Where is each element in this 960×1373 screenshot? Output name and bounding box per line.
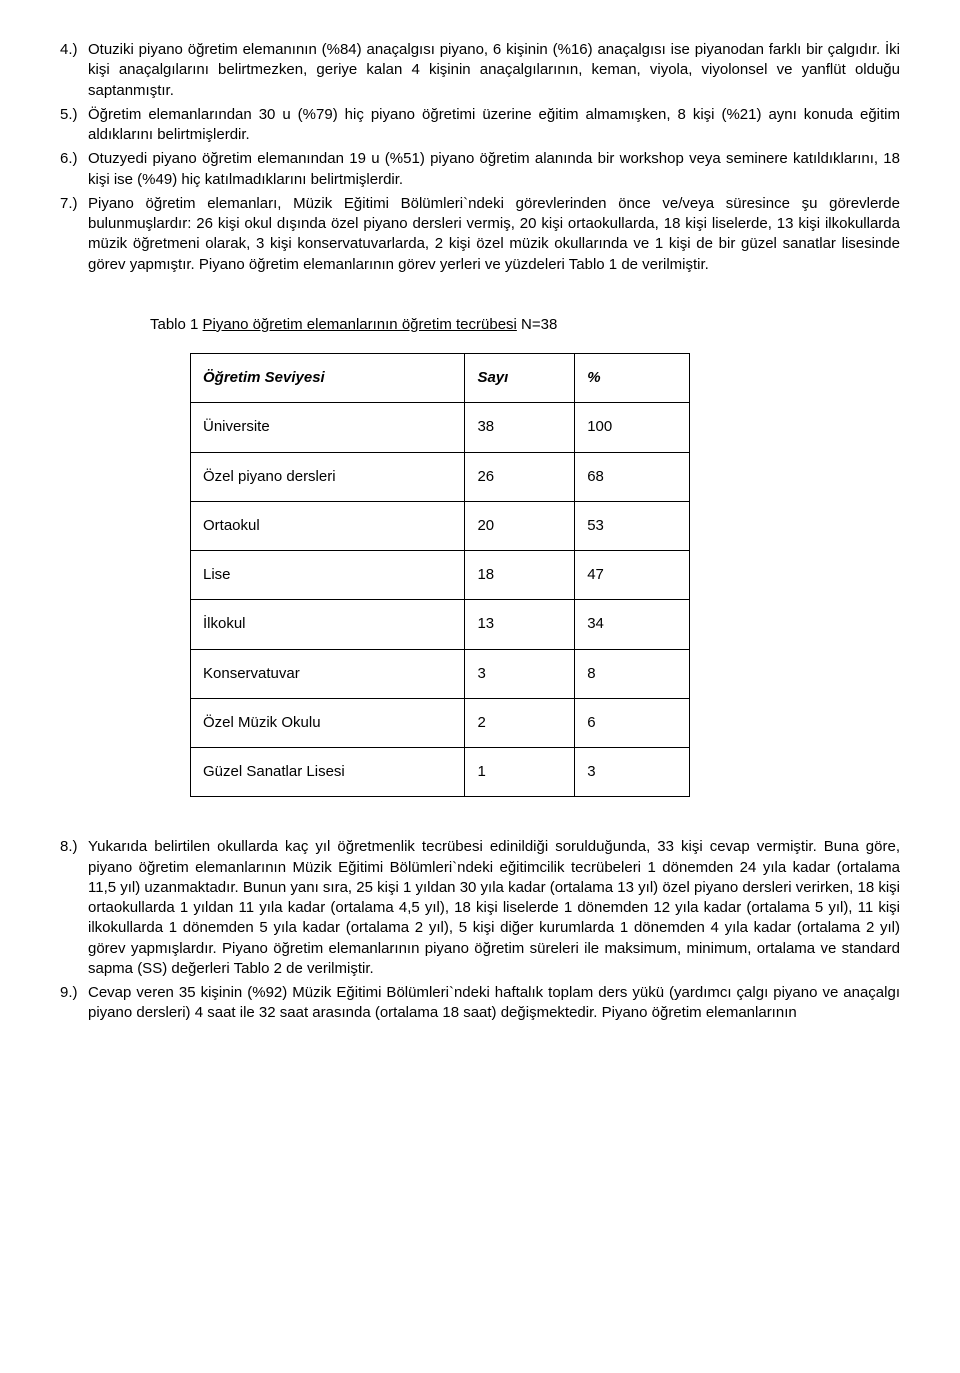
list-item-number: 4.): [60, 40, 88, 101]
table-row: Konservatuvar38: [191, 649, 690, 698]
table-title-suffix: N=38: [517, 316, 557, 333]
table-title-prefix: Tablo 1: [150, 316, 203, 333]
list-item-number: 9.): [60, 983, 88, 1024]
list-item: 8.)Yukarıda belirtilen okullarda kaç yıl…: [60, 837, 900, 979]
cell-level: Özel Müzik Okulu: [191, 698, 465, 747]
cell-level: İlkokul: [191, 600, 465, 649]
cell-count: 18: [465, 551, 575, 600]
cell-level: Konservatuvar: [191, 649, 465, 698]
col-header-count: Sayı: [465, 354, 575, 403]
table-row: Üniversite38100: [191, 403, 690, 452]
table-row: Özel piyano dersleri2668: [191, 452, 690, 501]
list-item-text: Otuziki piyano öğretim elemanının (%84) …: [88, 40, 900, 101]
cell-level: Özel piyano dersleri: [191, 452, 465, 501]
table-row: Güzel Sanatlar Lisesi13: [191, 748, 690, 797]
cell-level: Üniversite: [191, 403, 465, 452]
numbered-list-bottom: 8.)Yukarıda belirtilen okullarda kaç yıl…: [60, 837, 900, 1023]
cell-count: 38: [465, 403, 575, 452]
list-item: 4.)Otuziki piyano öğretim elemanının (%8…: [60, 40, 900, 101]
cell-percent: 100: [575, 403, 690, 452]
cell-percent: 8: [575, 649, 690, 698]
cell-count: 3: [465, 649, 575, 698]
cell-level: Lise: [191, 551, 465, 600]
table-row: Ortaokul2053: [191, 501, 690, 550]
list-item: 9.)Cevap veren 35 kişinin (%92) Müzik Eğ…: [60, 983, 900, 1024]
cell-percent: 68: [575, 452, 690, 501]
cell-count: 26: [465, 452, 575, 501]
table-title: Tablo 1 Piyano öğretim elemanlarının öğr…: [150, 315, 900, 335]
cell-count: 1: [465, 748, 575, 797]
list-item-text: Otuzyedi piyano öğretim elemanından 19 u…: [88, 149, 900, 190]
list-item-number: 6.): [60, 149, 88, 190]
list-item-text: Yukarıda belirtilen okullarda kaç yıl öğ…: [88, 837, 900, 979]
table-title-main: Piyano öğretim elemanlarının öğretim tec…: [203, 316, 517, 333]
table-header-row: Öğretim Seviyesi Sayı %: [191, 354, 690, 403]
list-item-text: Öğretim elemanlarından 30 u (%79) hiç pi…: [88, 105, 900, 146]
list-item-text: Cevap veren 35 kişinin (%92) Müzik Eğiti…: [88, 983, 900, 1024]
cell-count: 20: [465, 501, 575, 550]
list-item-number: 5.): [60, 105, 88, 146]
list-item-number: 7.): [60, 194, 88, 275]
col-header-level: Öğretim Seviyesi: [191, 354, 465, 403]
list-item: 7.)Piyano öğretim elemanları, Müzik Eğit…: [60, 194, 900, 275]
list-item-number: 8.): [60, 837, 88, 979]
list-item-text: Piyano öğretim elemanları, Müzik Eğitimi…: [88, 194, 900, 275]
cell-level: Ortaokul: [191, 501, 465, 550]
col-header-percent: %: [575, 354, 690, 403]
cell-count: 2: [465, 698, 575, 747]
cell-percent: 47: [575, 551, 690, 600]
cell-percent: 53: [575, 501, 690, 550]
table-row: Özel Müzik Okulu26: [191, 698, 690, 747]
numbered-list-top: 4.)Otuziki piyano öğretim elemanının (%8…: [60, 40, 900, 275]
list-item: 5.)Öğretim elemanlarından 30 u (%79) hiç…: [60, 105, 900, 146]
table-row: İlkokul1334: [191, 600, 690, 649]
cell-level: Güzel Sanatlar Lisesi: [191, 748, 465, 797]
cell-percent: 34: [575, 600, 690, 649]
cell-percent: 3: [575, 748, 690, 797]
experience-table: Öğretim Seviyesi Sayı % Üniversite38100Ö…: [190, 353, 690, 797]
table-row: Lise1847: [191, 551, 690, 600]
cell-count: 13: [465, 600, 575, 649]
list-item: 6.)Otuzyedi piyano öğretim elemanından 1…: [60, 149, 900, 190]
cell-percent: 6: [575, 698, 690, 747]
